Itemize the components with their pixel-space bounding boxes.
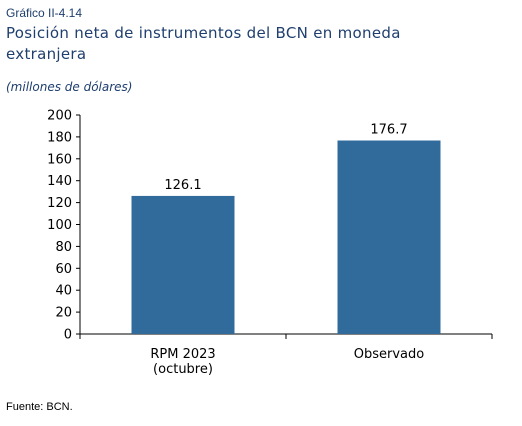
figure-label: Gráfico II-4.14 bbox=[6, 6, 83, 20]
y-tick-label: 200 bbox=[47, 109, 72, 124]
x-tick-label: Observado bbox=[354, 347, 425, 362]
y-tick-label: 160 bbox=[47, 152, 72, 167]
y-tick-label: 20 bbox=[55, 306, 72, 321]
x-tick-label: (octubre) bbox=[153, 362, 213, 377]
y-tick-label: 100 bbox=[47, 218, 72, 233]
y-tick-label: 0 bbox=[64, 328, 72, 343]
bar bbox=[337, 140, 441, 334]
y-tick-label: 140 bbox=[47, 174, 72, 189]
y-tick-label: 40 bbox=[55, 284, 72, 299]
data-label: 176.7 bbox=[370, 123, 407, 138]
chart-subtitle: (millones de dólares) bbox=[6, 80, 133, 94]
chart-title: Posición neta de instrumentos del BCN en… bbox=[6, 24, 401, 63]
source-note: Fuente: BCN. bbox=[6, 401, 73, 413]
y-tick-label: 60 bbox=[55, 262, 72, 277]
y-tick-label: 80 bbox=[55, 240, 72, 255]
x-tick-label: RPM 2023 bbox=[150, 347, 215, 362]
y-tick-label: 180 bbox=[47, 130, 72, 145]
bar bbox=[131, 195, 235, 334]
data-label: 126.1 bbox=[164, 178, 201, 193]
y-tick-label: 120 bbox=[47, 196, 72, 211]
